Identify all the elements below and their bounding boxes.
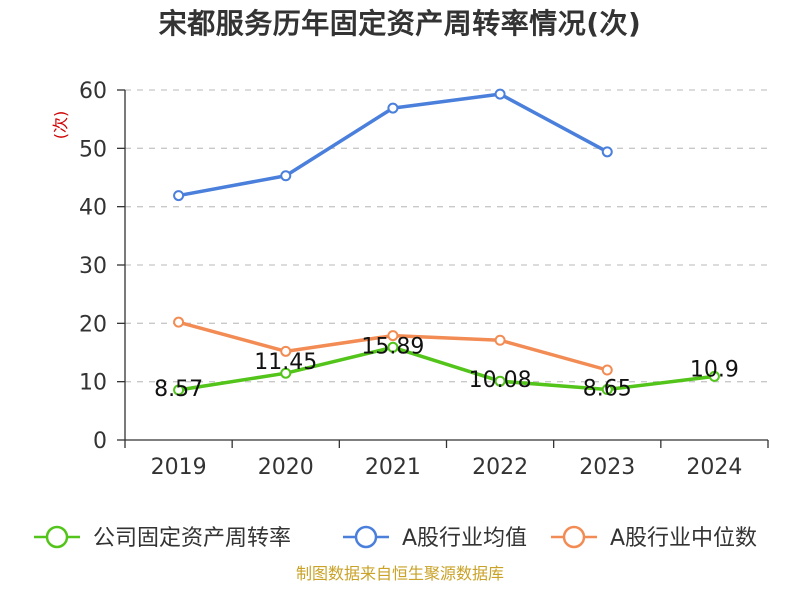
y-axis-label: (次) (51, 111, 70, 140)
legend: 公司固定资产周转率 A股行业均值 A股行业中位数 (34, 525, 757, 551)
data-point (280, 367, 292, 379)
data-label: 8.65 (583, 377, 632, 402)
data-point (601, 146, 613, 158)
legend-label: A股行业中位数 (610, 526, 757, 551)
y-tick-label: 0 (93, 429, 107, 454)
data-label: 11.45 (254, 350, 317, 375)
legend-marker (45, 525, 69, 549)
data-label: 10.08 (469, 368, 532, 393)
y-tick-label: 60 (79, 79, 107, 104)
data-point (387, 341, 399, 353)
legend-item-2: A股行业中位数 (551, 525, 757, 551)
data-point (173, 316, 185, 328)
y-tick-label: 30 (79, 254, 107, 279)
x-tick-label: 2020 (258, 455, 314, 480)
x-tick-label: 2022 (472, 455, 528, 480)
series-lines (176, 92, 717, 392)
data-point (387, 102, 399, 114)
data-point (494, 334, 506, 346)
data-label: 15.89 (361, 334, 424, 359)
data-point (708, 370, 720, 382)
series-line-0 (176, 345, 717, 392)
legend-item-1: A股行业均值 (343, 525, 527, 551)
x-tick-label: 2021 (365, 455, 421, 480)
data-point (494, 375, 506, 387)
y-tick-label: 40 (79, 196, 107, 221)
y-tick-label: 10 (79, 371, 107, 396)
data-point (387, 330, 399, 342)
data-point (494, 88, 506, 100)
data-point (280, 345, 292, 357)
data-label: 10.9 (690, 357, 739, 382)
legend-marker (354, 525, 378, 549)
chart-title: 宋都服务历年固定资产周转率情况(次) (158, 7, 642, 40)
data-point (173, 190, 185, 202)
data-point (280, 170, 292, 182)
y-tick-label: 20 (79, 312, 107, 337)
axes: 0 10 20 30 40 50 60 2019 2020 2021 2022 2023 2024 (79, 79, 769, 480)
x-tick-label: 2023 (579, 455, 635, 480)
series-points (173, 88, 720, 396)
source-text: 制图数据来自恒生聚源数据库 (295, 564, 504, 583)
legend-item-0: 公司固定资产周转率 (34, 525, 291, 551)
legend-label: 公司固定资产周转率 (93, 526, 291, 551)
data-point (601, 364, 613, 376)
y-tick-label: 50 (79, 137, 107, 162)
data-point (173, 384, 185, 396)
x-tick-label: 2019 (151, 455, 207, 480)
legend-label: A股行业均值 (402, 526, 527, 551)
legend-marker (562, 525, 586, 549)
data-point (601, 384, 613, 396)
data-label: 8.57 (154, 377, 203, 402)
x-tick-label: 2024 (686, 455, 742, 480)
data-labels: 8.57 11.45 15.89 10.08 8.65 10.9 (154, 334, 739, 402)
